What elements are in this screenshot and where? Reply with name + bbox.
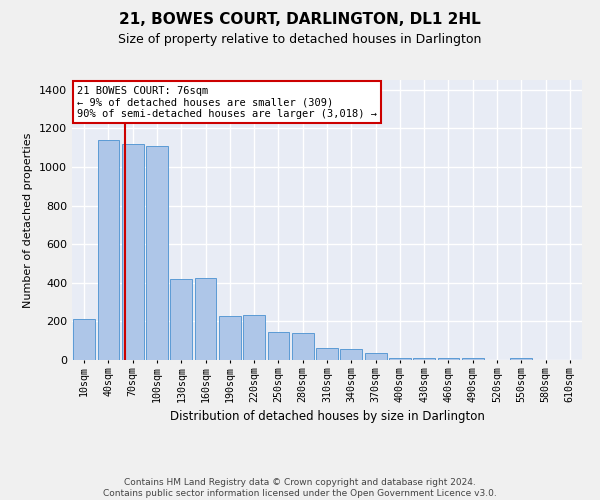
- Bar: [340, 349, 362, 360]
- Bar: [292, 333, 314, 360]
- Bar: [243, 315, 265, 360]
- Bar: [462, 358, 484, 360]
- Bar: [97, 140, 119, 360]
- Bar: [73, 320, 95, 360]
- Bar: [194, 278, 217, 360]
- Bar: [122, 144, 143, 360]
- Bar: [170, 279, 192, 360]
- Bar: [316, 348, 338, 360]
- Y-axis label: Number of detached properties: Number of detached properties: [23, 132, 34, 308]
- Bar: [437, 358, 460, 360]
- Bar: [146, 146, 168, 360]
- Bar: [219, 316, 241, 360]
- Text: 21 BOWES COURT: 76sqm
← 9% of detached houses are smaller (309)
90% of semi-deta: 21 BOWES COURT: 76sqm ← 9% of detached h…: [77, 86, 377, 119]
- Bar: [268, 332, 289, 360]
- X-axis label: Distribution of detached houses by size in Darlington: Distribution of detached houses by size …: [170, 410, 484, 423]
- Text: Size of property relative to detached houses in Darlington: Size of property relative to detached ho…: [118, 32, 482, 46]
- Bar: [389, 358, 411, 360]
- Bar: [511, 358, 532, 360]
- Bar: [365, 353, 386, 360]
- Bar: [413, 358, 435, 360]
- Text: Contains HM Land Registry data © Crown copyright and database right 2024.
Contai: Contains HM Land Registry data © Crown c…: [103, 478, 497, 498]
- Text: 21, BOWES COURT, DARLINGTON, DL1 2HL: 21, BOWES COURT, DARLINGTON, DL1 2HL: [119, 12, 481, 28]
